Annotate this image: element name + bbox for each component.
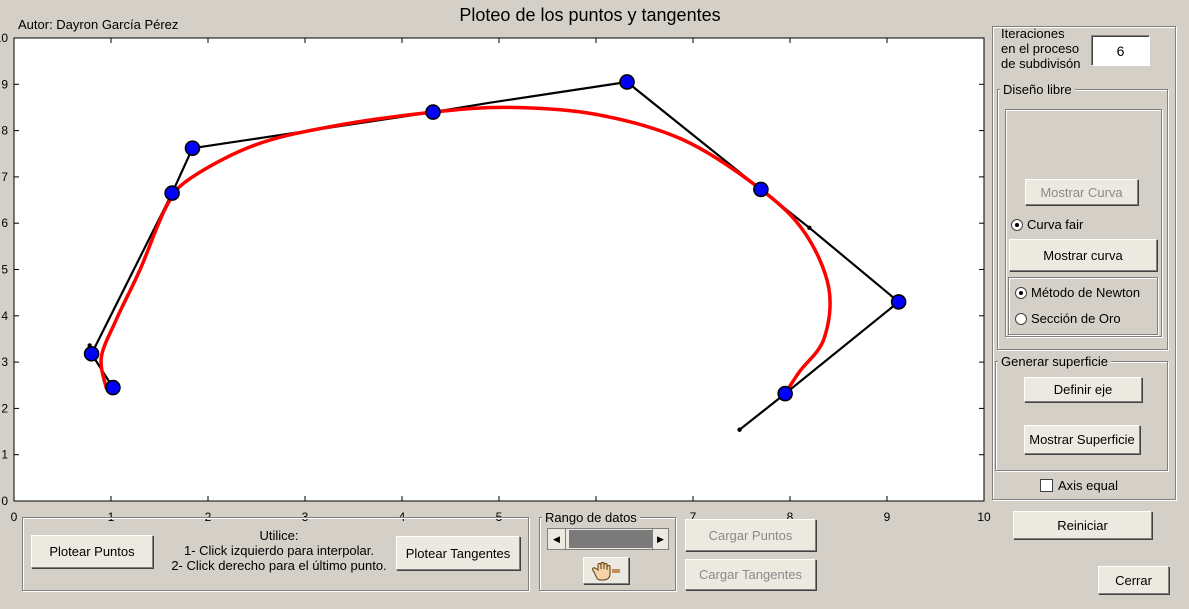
free-design-panel: [997, 89, 1168, 350]
iterations-label: Iteraciones en el proceso de subdivisón: [1001, 26, 1081, 71]
load-points-button[interactable]: Cargar Puntos: [685, 519, 816, 551]
y-tick-label: 3: [1, 355, 8, 369]
x-tick-label: 9: [884, 510, 891, 524]
curves: [83, 74, 907, 432]
author-label: Autor: Dayron García Pérez: [18, 18, 179, 32]
y-tick-label: 1: [1, 448, 8, 462]
tangent-end-dot: [807, 225, 812, 231]
scroll-left-icon[interactable]: ◀: [548, 529, 566, 549]
iterations-input[interactable]: 6: [1091, 35, 1150, 66]
y-tick-label: 9: [1, 77, 8, 91]
fair-curve-radio[interactable]: Curva fair: [1011, 217, 1083, 232]
plot-controls-panel: [22, 517, 529, 591]
scroll-right-icon[interactable]: ▶: [652, 529, 668, 549]
data-point: [890, 294, 907, 310]
tangent-end-dot: [737, 427, 742, 432]
golden-section-radio[interactable]: Sección de Oro: [1015, 311, 1121, 326]
free-design-inner: [1005, 109, 1162, 337]
radio-selected-icon: [1015, 286, 1027, 299]
data-point: [105, 379, 121, 396]
data-point: [777, 385, 793, 402]
axis-equal-checkbox[interactable]: Axis equal: [1040, 478, 1118, 493]
free-design-label: Diseño libre: [1000, 82, 1075, 97]
window-title: Ploteo de los puntos y tangentes: [459, 5, 721, 25]
y-tick-label: 4: [1, 309, 8, 323]
radio-selected-icon: [1011, 218, 1023, 231]
x-tick-label: 8: [787, 510, 794, 524]
plot-points-button[interactable]: Plotear Puntos: [31, 535, 153, 568]
y-tick-label: 7: [1, 170, 8, 184]
data-point: [184, 140, 201, 156]
data-point: [83, 345, 100, 362]
x-tick-label: 7: [690, 510, 697, 524]
show-curve-button[interactable]: Mostrar curva: [1009, 239, 1157, 271]
y-tick-label: 5: [1, 263, 8, 277]
x-tick-label: 0: [11, 510, 18, 524]
method-panel: [1008, 277, 1158, 335]
y-tick-label: 0: [1, 494, 8, 508]
hand-pan-button[interactable]: [583, 557, 629, 584]
radio-empty-icon: [1015, 312, 1027, 325]
usage-instructions: Utilice: 1- Click izquierdo para interpo…: [171, 528, 387, 573]
x-tick-label: 10: [977, 510, 991, 524]
data-point: [164, 185, 180, 201]
close-button[interactable]: Cerrar: [1098, 566, 1169, 594]
data-range-slider[interactable]: ◀ ▶: [547, 528, 669, 550]
data-point: [753, 181, 769, 198]
define-axis-button[interactable]: Definir eje: [1024, 377, 1142, 402]
data-point: [425, 104, 441, 120]
y-tick-label: 10: [0, 31, 8, 45]
newton-radio[interactable]: Método de Newton: [1015, 285, 1140, 300]
slider-track[interactable]: [569, 530, 653, 548]
checkbox-icon: [1040, 479, 1053, 492]
axes: 012345678910012345678910: [0, 31, 991, 524]
y-tick-label: 8: [1, 124, 8, 138]
right-panel: [992, 26, 1176, 500]
data-point: [619, 74, 635, 90]
y-tick-label: 2: [1, 401, 8, 415]
hand-icon: [592, 561, 620, 580]
reset-button[interactable]: Reiniciar: [1013, 511, 1152, 539]
load-tangents-button[interactable]: Cargar Tangentes: [685, 559, 816, 590]
plot-tangents-button[interactable]: Plotear Tangentes: [396, 536, 520, 570]
data-range-label: Rango de datos: [542, 510, 640, 525]
show-curve-disabled-button[interactable]: Mostrar Curva: [1025, 179, 1138, 205]
y-tick-label: 6: [1, 216, 8, 230]
surface-label: Generar superficie: [998, 354, 1111, 369]
control-polygon: [88, 80, 900, 431]
interpolated-curve: [99, 105, 832, 396]
show-surface-button[interactable]: Mostrar Superficie: [1024, 425, 1140, 454]
